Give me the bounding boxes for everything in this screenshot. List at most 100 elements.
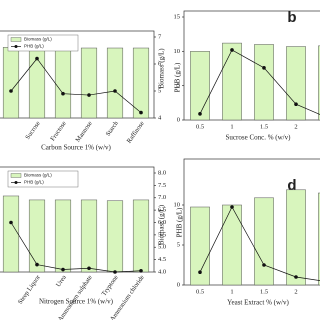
x-axis-title: Carbon Source 1% (w/v): [41, 144, 111, 152]
y2-tick-label: 6: [158, 60, 162, 67]
line: [10, 222, 142, 273]
y2-tick-label: 5: [158, 87, 161, 94]
y-tick-label: 0: [177, 116, 180, 123]
y-tick-label: 15: [174, 13, 181, 20]
bar: [106, 47, 124, 119]
x-tick-label: Sucrose: [24, 120, 42, 141]
legend-label: Biomass (g/L): [24, 173, 52, 178]
y2-tick-label: 4.0: [158, 268, 166, 275]
y2-tick-label: 7.5: [158, 182, 166, 189]
bar: [106, 200, 124, 273]
point: [113, 89, 117, 93]
bar: [132, 47, 150, 119]
x-tick-label: 2: [294, 123, 297, 130]
bar: [286, 46, 306, 121]
point: [113, 270, 117, 274]
bar: [80, 47, 98, 119]
point: [262, 263, 266, 267]
legend-label: Biomass (g/L): [24, 37, 52, 42]
bar: [286, 189, 306, 286]
x-tick-label: Raffinose: [126, 120, 146, 145]
x-tick-label: Tryptone: [101, 274, 120, 297]
y2-axis-title: PHB (g/L): [176, 207, 184, 237]
legend-swatch: [14, 45, 18, 48]
point: [35, 262, 39, 267]
x-tick-label: 1.5: [260, 288, 268, 295]
y2-tick-label: 6.5: [158, 207, 166, 214]
bar: [318, 45, 320, 121]
bar: [132, 199, 150, 273]
point: [61, 91, 65, 96]
point: [230, 48, 234, 52]
y2-tick-label: 4: [158, 114, 162, 121]
y-tick-label: 0: [177, 281, 180, 288]
bar: [318, 192, 320, 286]
x-tick-label: 0.5: [196, 123, 204, 130]
legend-swatch: [10, 37, 22, 42]
y2-tick-label: 4.5: [158, 256, 166, 263]
bar: [254, 197, 274, 286]
legend-label: PHB (g/L): [24, 44, 44, 49]
x-tick-label: 1.5: [260, 123, 268, 130]
point: [262, 66, 266, 70]
bar: [222, 204, 242, 286]
legend-swatch: [14, 181, 18, 184]
point: [139, 268, 143, 273]
y2-tick-label: 6.0: [158, 219, 166, 226]
y-axis-title: Biomass (g/L): [158, 204, 166, 245]
y-axis-title: Biomass (g/L): [158, 48, 166, 89]
plot-frame: [0, 30, 155, 119]
y2-tick-label: 8.0: [158, 169, 166, 176]
bar: [28, 199, 46, 273]
point: [35, 56, 39, 61]
line: [10, 58, 142, 113]
point: [139, 110, 143, 115]
bar: [190, 206, 210, 286]
legend-box: [7, 170, 79, 188]
point: [87, 93, 91, 97]
point: [9, 220, 13, 225]
panel-letter: b: [287, 9, 296, 26]
y2-tick-label: 7: [158, 33, 162, 40]
point: [294, 275, 298, 279]
legend-label: PHB (g/L): [24, 180, 44, 185]
bar: [254, 44, 274, 121]
point: [87, 266, 91, 271]
x-tick-label: 1: [230, 288, 233, 295]
point: [294, 102, 298, 107]
bar: [190, 51, 210, 121]
legend-swatch: [10, 173, 22, 178]
point: [198, 270, 202, 275]
x-tick-label: 0.5: [196, 288, 204, 295]
x-tick-label: 2: [294, 288, 297, 295]
x-tick-label: Fructose: [49, 120, 68, 142]
point: [61, 267, 65, 272]
x-tick-label: Mannose: [74, 120, 93, 144]
y-tick-label: 5: [177, 241, 180, 248]
y-tick-label: 10: [174, 201, 181, 208]
x-tick-label: 1: [230, 123, 233, 130]
panel-letter: d: [287, 177, 296, 194]
y2-axis-title: PHB (g/L): [174, 62, 182, 92]
y2-tick-label: 7.0: [158, 194, 166, 201]
plot-frame: [0, 166, 155, 273]
bar: [28, 43, 46, 119]
bar: [222, 42, 242, 121]
bar: [2, 195, 20, 273]
y2-tick-label: 5.0: [158, 244, 166, 251]
y-tick-label: 10: [174, 48, 181, 55]
x-tick-label: Urea: [55, 274, 68, 288]
bar: [54, 199, 72, 273]
x-axis-title: Sucrose Conc. % (w/v): [226, 134, 292, 142]
bar: [2, 47, 20, 119]
point: [198, 112, 202, 116]
y2-tick-label: 5.5: [158, 231, 166, 238]
x-tick-label: Starch: [105, 119, 121, 137]
x-axis-title: Nitrogen Source 1% (w/v): [39, 298, 114, 306]
bar: [80, 199, 98, 273]
bar: [54, 47, 72, 119]
point: [9, 89, 13, 93]
legend-box: [7, 34, 79, 52]
